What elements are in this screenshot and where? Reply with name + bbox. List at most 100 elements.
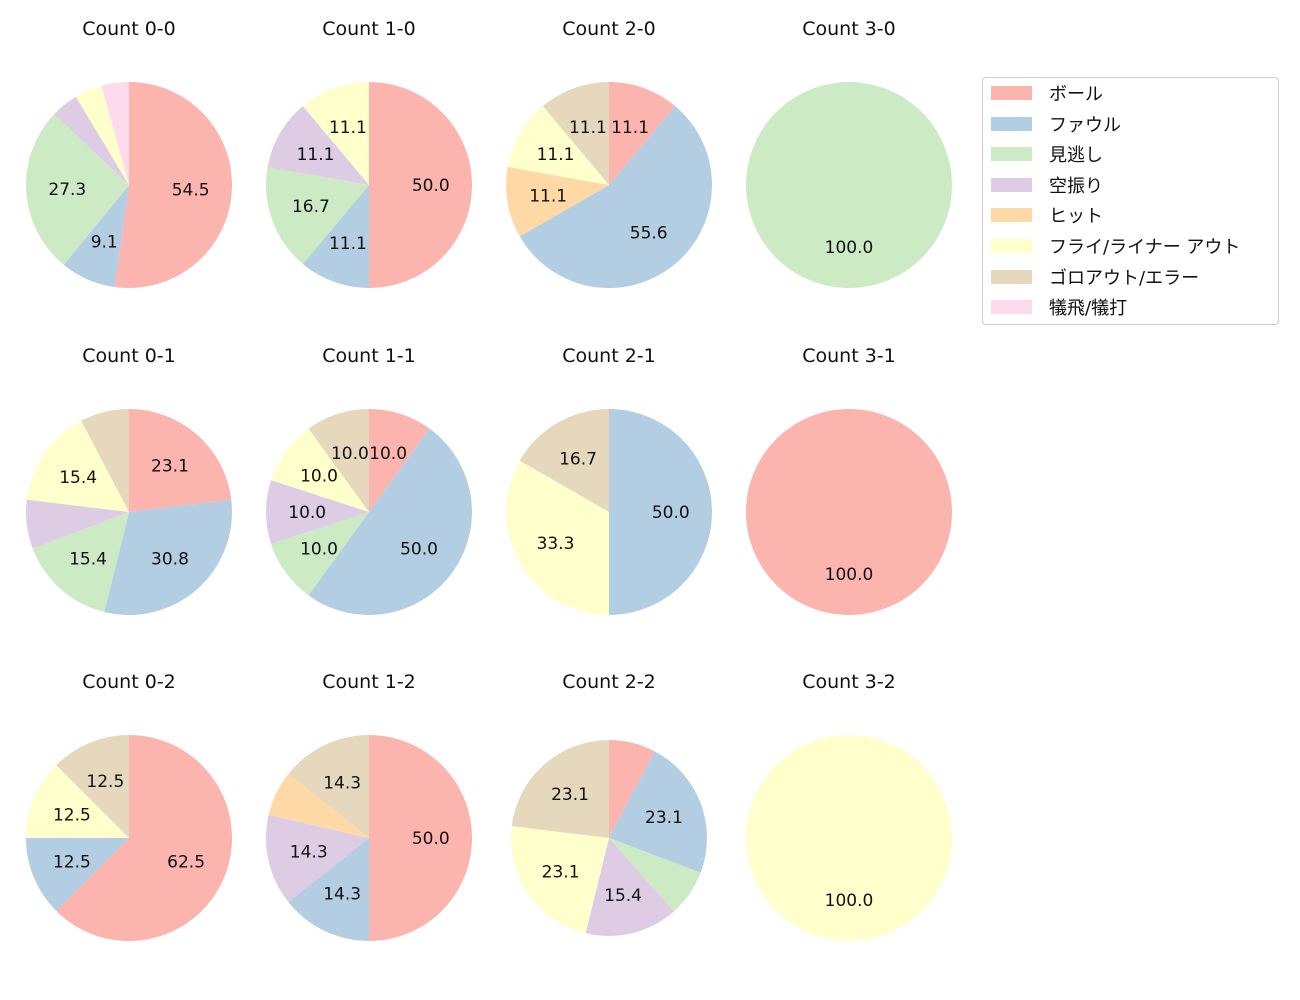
- legend-item: フライ/ライナー アウト: [991, 236, 1241, 258]
- pie-count-2-0: Count 2-011.155.611.111.111.1: [506, 18, 712, 288]
- slice-label: 11.1: [297, 145, 335, 165]
- pie-slice: [267, 106, 369, 185]
- legend-swatch: [991, 208, 1032, 223]
- slice-label: 23.1: [151, 457, 189, 477]
- pie-slice: [266, 814, 369, 903]
- pie-count-1-1: Count 1-110.050.010.010.010.010.0: [266, 345, 472, 615]
- pie-slice: [75, 85, 129, 185]
- pie-title: Count 1-1: [322, 345, 416, 367]
- pie-slice: [26, 765, 129, 838]
- legend-swatch: [991, 86, 1032, 100]
- legend-item: ヒット: [991, 205, 1103, 228]
- pie-title: Count 0-1: [82, 345, 176, 367]
- slice-label: 23.1: [551, 785, 589, 805]
- slice-label: 23.1: [645, 808, 683, 828]
- legend-swatch: [991, 177, 1032, 192]
- pie-slice: [81, 409, 129, 512]
- pie-slice: [101, 82, 129, 185]
- pie-slice: [507, 106, 609, 185]
- pie-slice: [609, 740, 655, 838]
- pie-title: Count 1-2: [322, 671, 416, 693]
- pie-slice: [519, 409, 609, 512]
- pie-count-0-2: Count 0-2 62.5 12.5 12.5 12.5: [26, 671, 233, 941]
- pie-slice: [519, 106, 712, 288]
- slice-label: 12.5: [53, 853, 91, 873]
- legend-label: 犠飛/犠打: [1049, 298, 1128, 320]
- pie-slice: [609, 409, 712, 615]
- pie-count-3-1: Count 3-1 100.0: [746, 345, 952, 615]
- slice-label: 11.1: [537, 145, 575, 165]
- pie-count-1-2: Count 1-2 50.0 14.3 14.3 14.3: [266, 671, 472, 941]
- pie-slice: [114, 82, 232, 288]
- legend-item: 犠飛/犠打: [991, 297, 1128, 320]
- legend-swatch: [991, 147, 1032, 162]
- pie-slice: [25, 114, 129, 265]
- legend-item: ゴロアウト/エラー: [991, 267, 1200, 289]
- pie-slice: [369, 82, 472, 288]
- pie-slice: [32, 512, 129, 613]
- slice-label: 50.0: [412, 829, 450, 849]
- legend-label: ファウル: [1049, 114, 1121, 136]
- slice-label: 62.5: [167, 853, 205, 873]
- legend-item: ボール: [991, 83, 1103, 105]
- slice-label: 11.1: [529, 187, 567, 207]
- slice-label: 16.7: [559, 450, 597, 470]
- slice-label: 11.1: [329, 234, 367, 254]
- pie-slice: [506, 166, 609, 237]
- legend-label: ヒット: [1049, 206, 1103, 228]
- pie-slice: [54, 96, 129, 185]
- slice-label: 16.7: [292, 197, 330, 217]
- pie-title: Count 2-0: [562, 18, 656, 40]
- pie-slice: [302, 185, 369, 288]
- legend-label: 見逃し: [1049, 145, 1103, 167]
- pie-slice: [746, 735, 952, 941]
- slice-label: 9.1: [91, 233, 118, 253]
- pie-title: Count 3-1: [802, 345, 896, 367]
- pie-slice: [56, 735, 130, 838]
- pie-slice: [268, 773, 369, 838]
- pie-slice: [63, 185, 130, 288]
- slice-label: 11.1: [329, 118, 367, 138]
- pie-title: Count 0-0: [82, 18, 176, 40]
- slice-label: 14.3: [290, 843, 328, 863]
- slice-label: 10.0: [288, 503, 326, 523]
- pie-slice: [308, 428, 472, 615]
- slice-label: 10.0: [300, 539, 338, 559]
- slice-label: 55.6: [630, 223, 668, 243]
- slice-label: 30.8: [151, 549, 189, 569]
- slice-label: 11.1: [611, 118, 649, 138]
- pie-slice: [26, 838, 129, 911]
- slice-label: 11.1: [569, 118, 607, 138]
- pie-count-1-0: Count 1-0 50.0 11.1 16.7 11.1 11.1: [266, 18, 472, 288]
- slice-label: 15.4: [59, 468, 97, 488]
- slice-label: 12.5: [86, 772, 124, 792]
- pie-slice: [746, 409, 952, 615]
- legend-swatch: [991, 239, 1032, 253]
- pie-slice: [609, 751, 707, 873]
- pie-title: Count 1-0: [322, 18, 416, 40]
- legend-label: フライ/ライナー アウト: [1049, 237, 1241, 258]
- pie-slice: [369, 735, 472, 941]
- pie-slice: [26, 499, 129, 549]
- legend-label: ゴロアウト/エラー: [1049, 267, 1200, 289]
- slice-label: 50.0: [412, 176, 450, 196]
- pie-slice: [308, 409, 369, 512]
- slice-label: 14.3: [323, 773, 361, 793]
- legend: ボール ファウル 見逃し 空振り ヒット フライ/ライナー アウト ゴロアウト/エラー 犠飛/…: [982, 77, 1279, 325]
- legend-label: ボール: [1049, 84, 1103, 105]
- pie-count-0-1: Count 0-1 23.1 30.8 15.4 15.4: [26, 345, 232, 615]
- slice-label: 50.0: [652, 503, 690, 523]
- pie-slice: [511, 740, 609, 838]
- pie-slice: [271, 428, 369, 512]
- pie-slice: [266, 166, 369, 264]
- pie-count-3-0: Count 3-0 100.0: [746, 18, 952, 288]
- legend-item: ファウル: [991, 114, 1121, 136]
- slice-label: 10.0: [369, 444, 407, 464]
- legend-item: 見逃し: [991, 144, 1103, 167]
- pie-count-0-0: Count 0-0 54.5 9.1 27.3: [25, 18, 232, 288]
- slice-label: 23.1: [542, 862, 580, 882]
- slice-label: 27.3: [48, 180, 86, 200]
- slice-label: 33.3: [537, 534, 575, 554]
- pie-slice: [609, 838, 701, 912]
- pie-title: Count 0-2: [82, 671, 176, 693]
